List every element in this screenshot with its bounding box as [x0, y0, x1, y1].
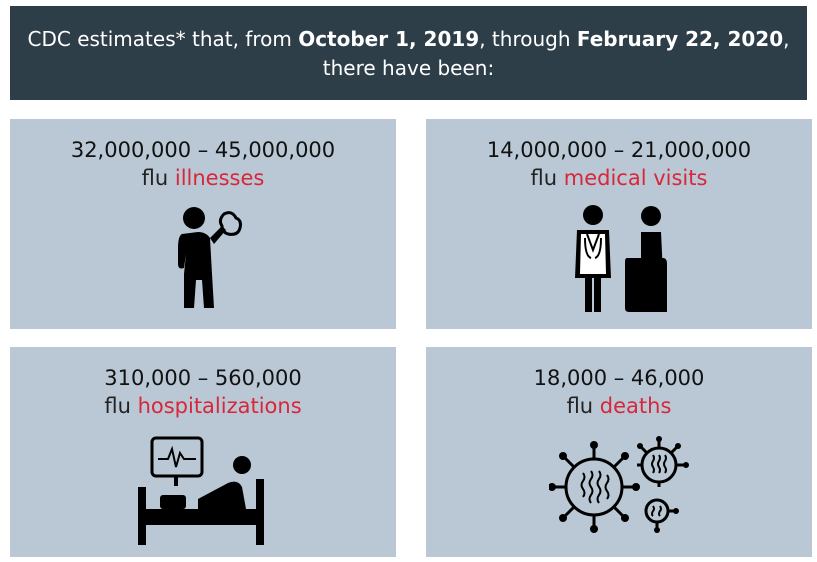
header-text-2: , through	[479, 27, 577, 51]
illnesses-label: flu illnesses	[10, 164, 396, 192]
virus-icon	[549, 436, 689, 533]
sick-person-icon	[178, 207, 242, 308]
hospital-bed-icon	[138, 436, 264, 545]
hospitalizations-card: 310,000 – 560,000 flu hospitalizations	[10, 347, 396, 557]
illnesses-prefix: flu	[141, 166, 175, 190]
hospitalizations-range: 310,000 – 560,000	[104, 366, 302, 390]
medical-visits-range: 14,000,000 – 21,000,000	[486, 138, 752, 162]
header-date-start: October 1, 2019	[298, 27, 480, 51]
doctor-patient-icon	[575, 205, 667, 312]
hospitalizations-highlight: hospitalizations	[137, 394, 302, 418]
header-date-end: February 22, 2020	[576, 27, 784, 51]
header-text-1: CDC estimates* that, from	[27, 27, 299, 51]
deaths-highlight: deaths	[599, 394, 672, 418]
illnesses-card: 32,000,000 – 45,000,000 flu illnesses	[10, 119, 396, 329]
deaths-label: flu deaths	[426, 392, 812, 420]
medical-visits-highlight: medical visits	[563, 166, 708, 190]
medical-visits-label: flu medical visits	[426, 164, 812, 192]
deaths-card: 18,000 – 46,000 flu deaths	[426, 347, 812, 557]
illnesses-range: 32,000,000 – 45,000,000	[70, 138, 336, 162]
hospitalizations-prefix: flu	[104, 394, 138, 418]
medical-visits-prefix: flu	[530, 166, 564, 190]
deaths-range: 18,000 – 46,000	[533, 366, 705, 390]
medical-visits-card: 14,000,000 – 21,000,000 flu medical visi…	[426, 119, 812, 329]
header-text-3: , there have been:	[322, 27, 790, 80]
deaths-prefix: flu	[566, 394, 600, 418]
header-banner: CDC estimates* that, from October 1, 201…	[10, 6, 807, 100]
hospitalizations-label: flu hospitalizations	[10, 392, 396, 420]
illnesses-highlight: illnesses	[174, 166, 265, 190]
